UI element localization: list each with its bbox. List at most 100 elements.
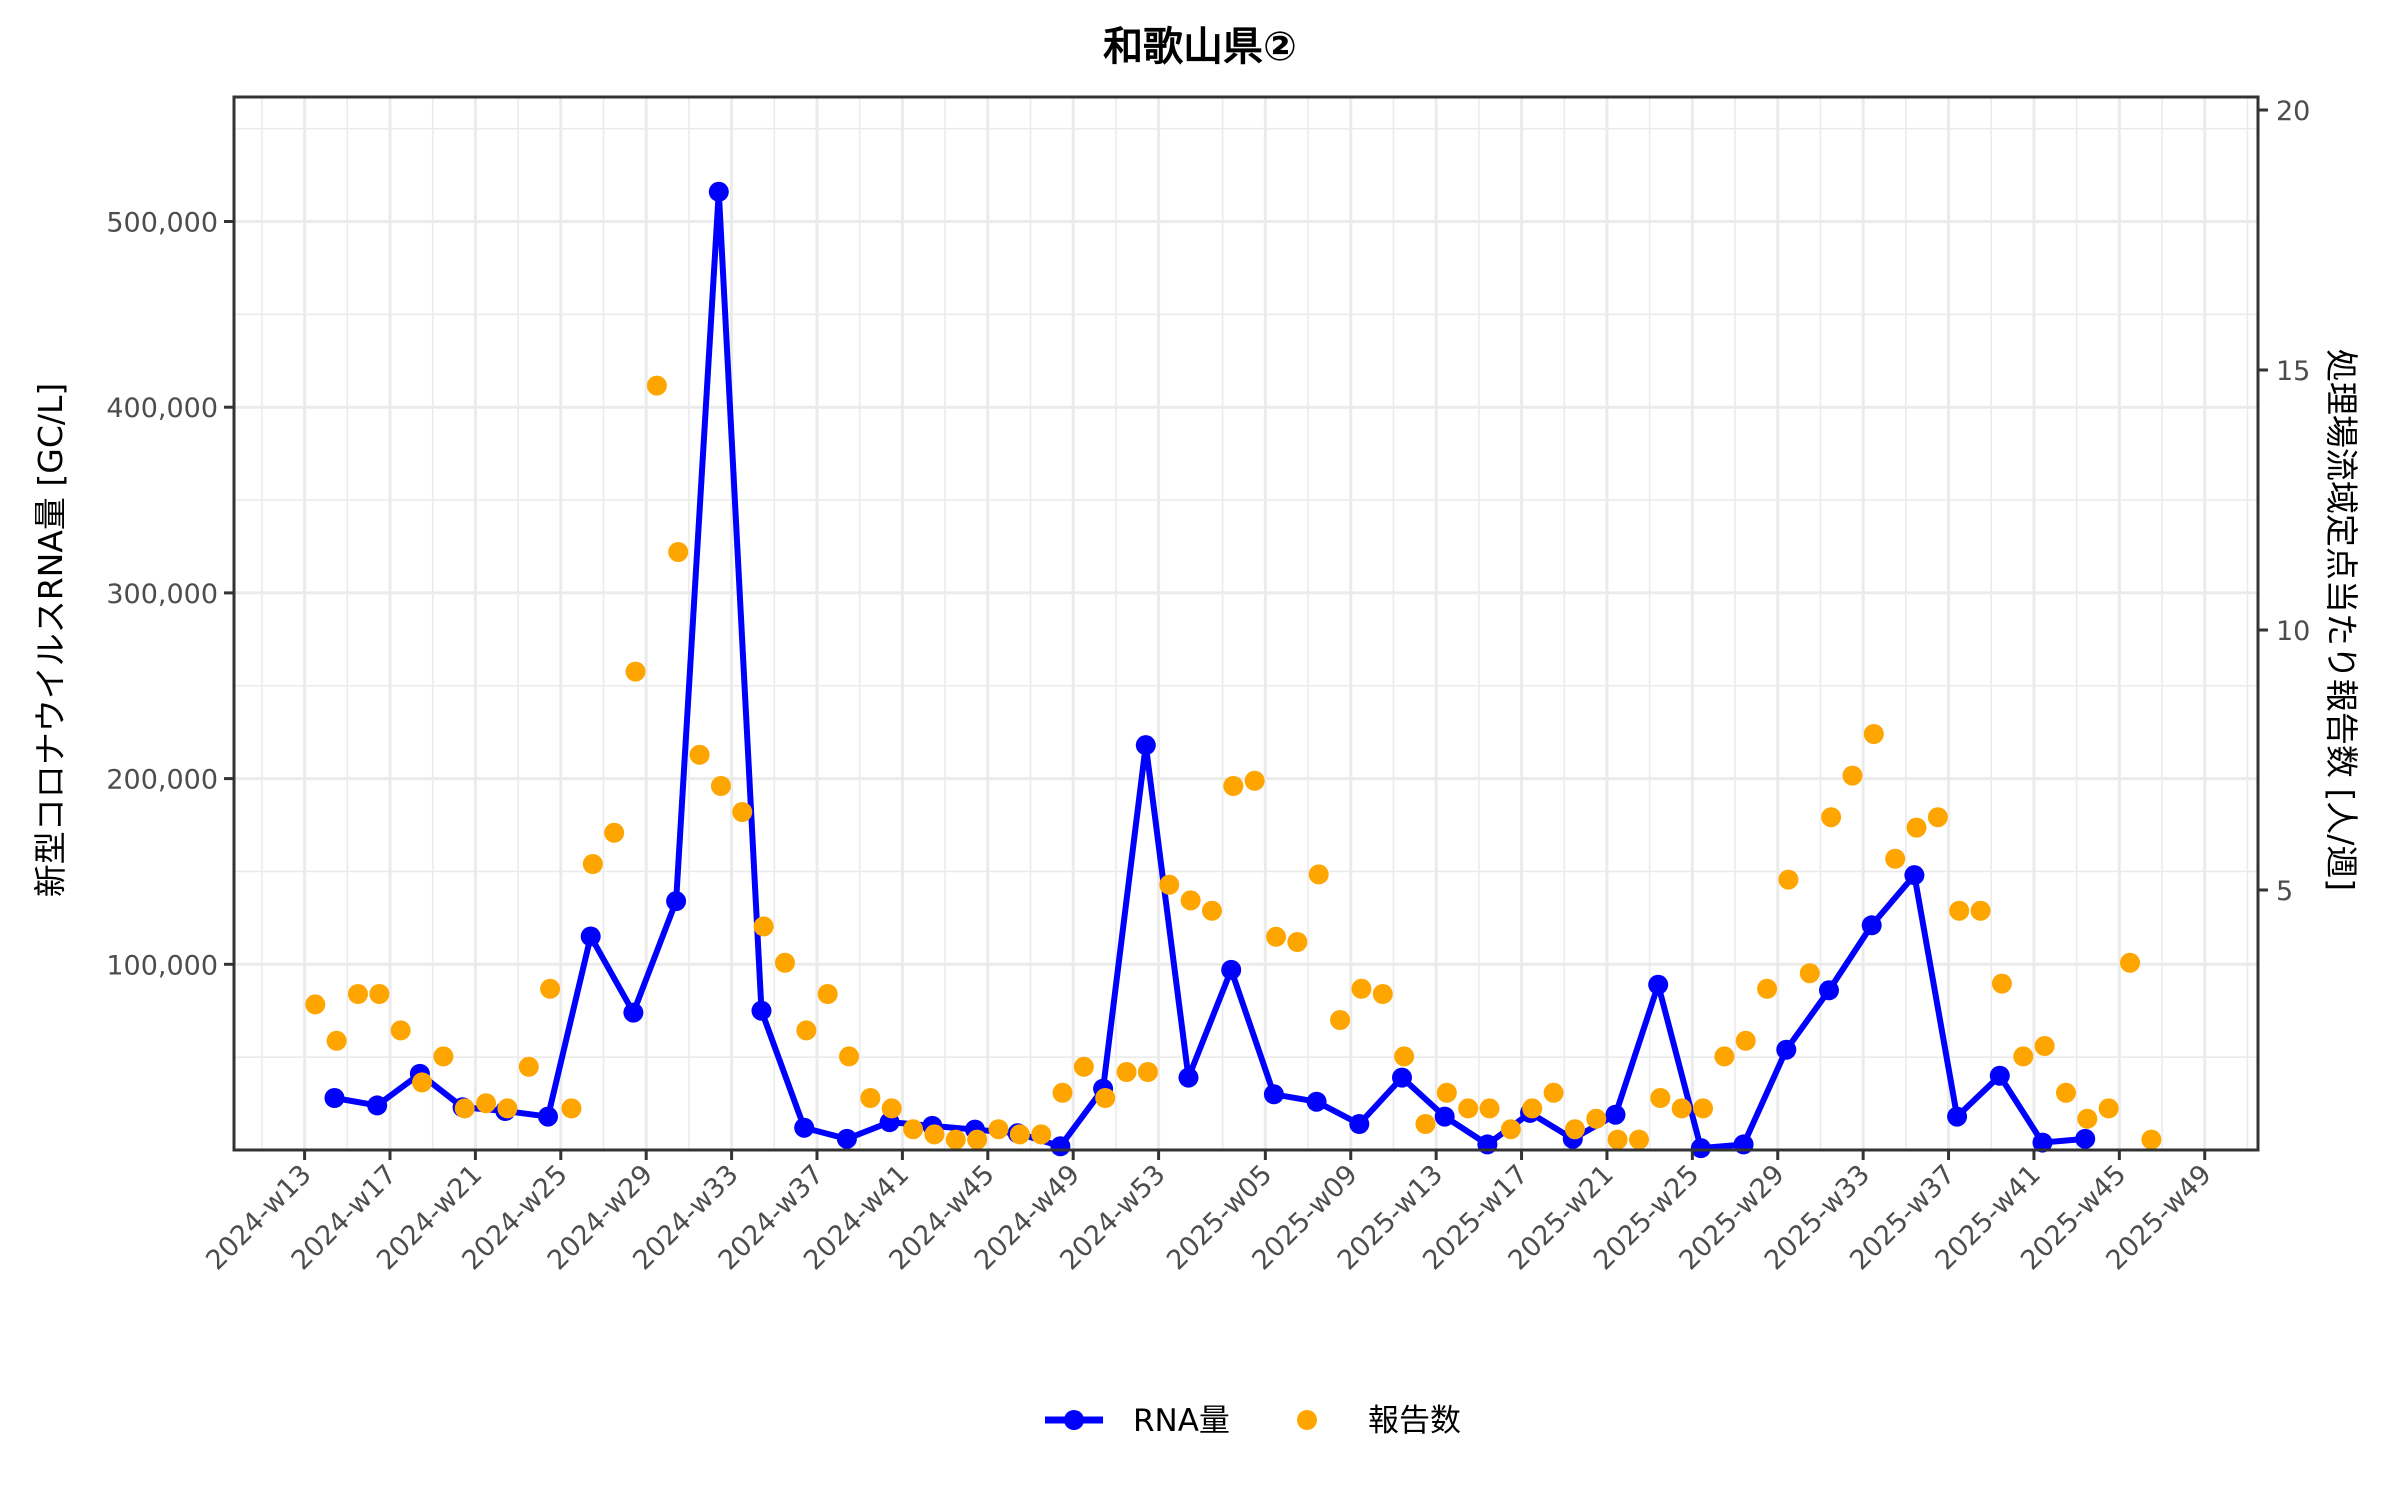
rna-point [324,1088,345,1109]
rna-point [1776,1039,1797,1060]
report-point [1757,978,1778,999]
rna-point [1306,1091,1327,1112]
rna-point [1690,1138,1711,1159]
legend-label-rna: RNA量 [1133,1403,1230,1439]
rna-point [836,1128,857,1149]
report-point [1607,1129,1628,1150]
report-point [817,984,838,1004]
report-point [1885,848,1906,869]
y2-tick-label: 5 [2276,876,2293,907]
report-point [1095,1088,1116,1108]
report-point [924,1124,945,1145]
legend-point-icon [1064,1410,1084,1430]
report-point [1073,1056,1094,1077]
report-point [326,1030,347,1051]
report-point [369,984,390,1004]
report-point [1799,963,1820,984]
report-point [1436,1082,1457,1103]
report-point [945,1129,966,1150]
report-point [881,1098,902,1119]
report-point [625,661,646,682]
report-point [2098,1098,2119,1119]
rna-point [2075,1128,2096,1149]
report-point [1970,900,1991,921]
rna-point [1648,974,1669,995]
report-point [1949,900,1970,921]
report-point [646,375,667,396]
report-point [476,1093,497,1114]
rna-point [666,891,687,912]
rna-point [1221,959,1242,980]
report-point [433,1046,454,1067]
report-point [1522,1098,1543,1119]
report-point [1543,1082,1564,1103]
report-point [1500,1119,1521,1140]
rna-point [1349,1114,1370,1135]
legend-item-report: 報告数 [1297,1403,1461,1439]
report-point [2120,952,2141,973]
y2-tick-label: 15 [2276,356,2310,387]
report-point [710,776,731,796]
report-point [1009,1124,1030,1145]
x-axis: 2024-w132024-w172024-w212024-w252024-w29… [200,1150,2218,1276]
report-point [582,854,603,874]
rna-line [333,188,2086,1152]
report-point [1564,1119,1585,1140]
rna-point [708,181,729,202]
rna-point [1904,865,1925,886]
report-point [1906,817,1927,838]
report-point [774,952,795,973]
report-point [1479,1098,1500,1119]
report-point [561,1098,582,1119]
y-tick-label: 400,000 [106,393,218,424]
rna-point [1434,1106,1455,1127]
report-point [1031,1124,1052,1145]
report-point [1137,1062,1158,1082]
rna-point [751,1000,772,1021]
report-point [668,542,689,562]
report-point [1458,1098,1479,1119]
rna-point [1818,980,1839,1001]
report-point [732,802,753,822]
report-point [1372,984,1393,1004]
report-point [1394,1046,1415,1067]
report-point [1693,1098,1714,1119]
y2-tick-label: 10 [2276,616,2310,647]
legend: RNA量 報告数 [1045,1403,1461,1439]
y-tick-label: 200,000 [106,765,218,796]
legend-label-report: 報告数 [1368,1403,1461,1439]
report-point [689,744,710,765]
legend-item-rna: RNA量 [1045,1403,1230,1439]
y-tick-label: 100,000 [106,950,218,981]
report-point [412,1072,433,1093]
rna-point [1861,915,1882,936]
y-axis-left-title: 新型コロナウイルスRNA量 [GC/L] [31,383,70,898]
report-point [2013,1046,2034,1067]
report-point [1201,900,1222,921]
report-point [1714,1046,1735,1067]
y-axis-right-title: 処理場流域定点当たり報告数 [人/週] [2322,349,2361,891]
grid-lines [234,97,2258,1150]
rna-point [1947,1106,1968,1127]
rna-point [537,1106,558,1127]
report-point [1628,1129,1649,1150]
report-point [390,1020,411,1041]
rna-point [794,1117,815,1138]
report-point [497,1098,518,1119]
report-point [347,984,368,1004]
rna-point [623,1002,644,1023]
report-point [518,1056,539,1077]
report-point [2077,1108,2098,1129]
rna-point [1989,1065,2010,1086]
report-point [860,1088,881,1108]
y-axis-left: 100,000 200,000 300,000 400,000 500,000 [106,208,234,981]
report-point [604,822,625,843]
report-point [753,916,774,937]
report-point [1650,1088,1671,1108]
report-point [1586,1108,1607,1129]
rna-point [1178,1067,1199,1088]
report-point [1927,807,1948,828]
rna-point [1391,1067,1412,1088]
y2-tick-label: 20 [2276,96,2310,127]
